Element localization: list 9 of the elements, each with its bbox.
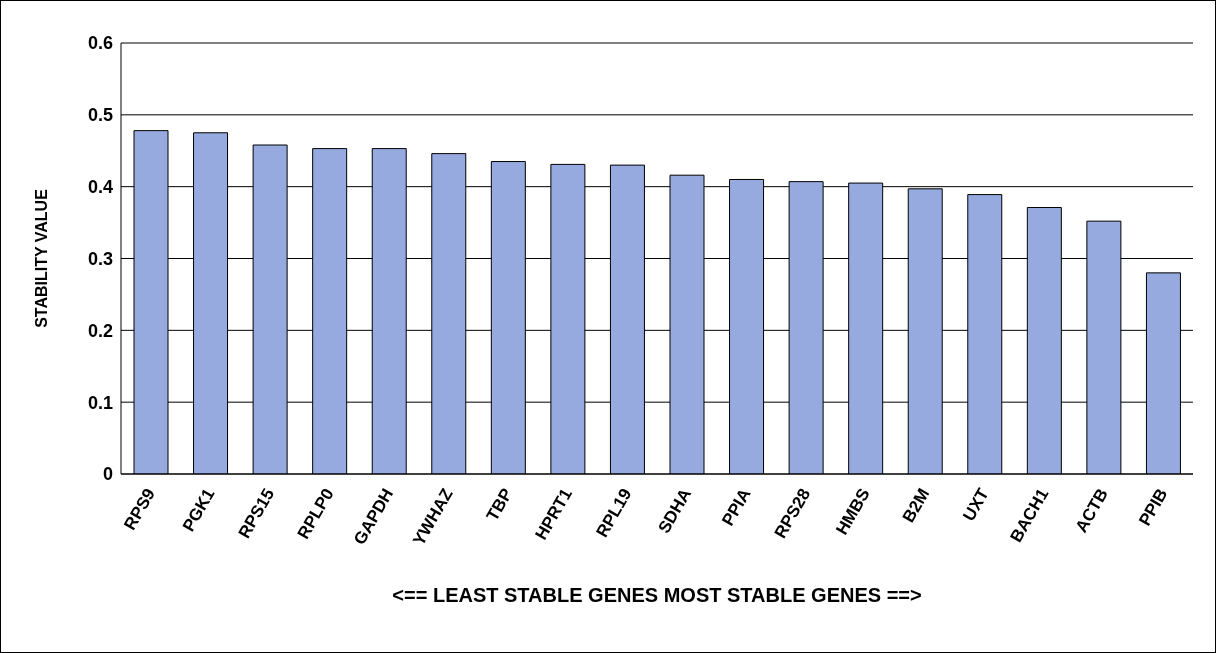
y-tick-label: 0.4: [87, 177, 113, 198]
y-tick-label: 0.6: [87, 33, 113, 54]
y-tick-label: 0.2: [87, 320, 113, 341]
y-axis-title: STABILITY VALUE: [32, 188, 50, 328]
y-tick-label: 0: [102, 464, 113, 485]
y-tick-label: 0.5: [87, 105, 113, 126]
x-axis-title: <== LEAST STABLE GENES MOST STABLE GENES ==>: [392, 584, 922, 606]
y-tick-label: 0.1: [87, 392, 113, 413]
y-tick-label: 0.3: [87, 248, 113, 269]
